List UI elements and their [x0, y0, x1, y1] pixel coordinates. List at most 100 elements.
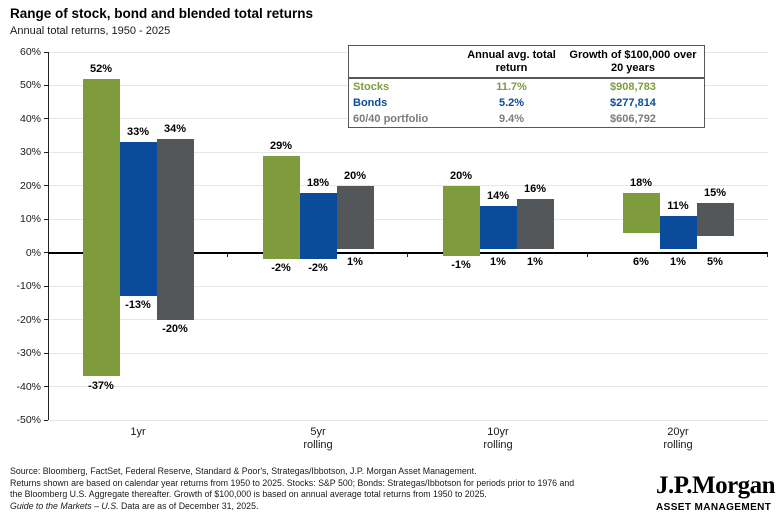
footnote-line-3: the Bloomberg U.S. Aggregate thereafter.… — [10, 489, 487, 500]
y-axis-label: -40% — [16, 380, 41, 393]
x-axis-zero-line — [48, 251, 768, 254]
range-bar-stocks — [82, 78, 120, 377]
y-axis-tick — [44, 151, 48, 153]
range-bar-60-40-portfolio — [336, 185, 374, 250]
stats-row-bonds: Bonds 5.2% $277,814 — [349, 95, 704, 111]
y-axis-tick — [44, 218, 48, 220]
range-bar-stocks — [622, 192, 660, 233]
footnote-line-4: Guide to the Markets – U.S. Data are as … — [10, 501, 655, 513]
range-bar-60-40-portfolio — [516, 199, 554, 250]
footnote-line-2: Returns shown are based on calendar year… — [10, 477, 575, 488]
stats-row-growth: $606,792 — [610, 112, 656, 125]
bar-max-label: 14% — [486, 189, 510, 202]
gridline — [48, 352, 768, 354]
jpmorgan-logo: J.P.Morgan ASSET MANAGEMENT — [656, 472, 776, 513]
range-bar-60-40-portfolio — [696, 202, 734, 236]
y-axis-label: -30% — [16, 347, 41, 360]
y-axis-tick — [44, 386, 48, 388]
bar-min-label: -1% — [451, 259, 471, 272]
bar-min-label: 1% — [347, 255, 363, 268]
y-axis-tick — [44, 51, 48, 53]
stats-row-avg: 5.2% — [498, 96, 525, 109]
bar-max-label: 52% — [89, 62, 113, 75]
bar-min-label: 1% — [670, 255, 686, 268]
y-axis-label: 60% — [19, 46, 41, 58]
y-axis-label: 50% — [19, 79, 41, 92]
y-axis-label: -50% — [16, 414, 41, 426]
range-bar-bonds — [119, 142, 157, 297]
range-bar-stocks — [262, 155, 300, 260]
bar-max-label: 20% — [449, 169, 473, 182]
bar-max-label: 33% — [126, 126, 150, 139]
stats-header-blank — [349, 49, 459, 75]
x-axis-tick — [767, 252, 768, 257]
gridline — [48, 386, 768, 388]
y-axis-label: 30% — [19, 146, 41, 159]
x-axis-category-label: 20yr rolling — [663, 426, 693, 451]
stats-header-annual-avg: Annual avg. total return — [467, 49, 556, 74]
gridline — [48, 185, 768, 187]
bar-min-label: -37% — [88, 379, 114, 392]
stats-row-stocks: Stocks 11.7% $908,783 — [349, 79, 704, 95]
x-axis-category-label: 5yr rolling — [303, 426, 333, 451]
page-subtitle: Annual total returns, 1950 - 2025 — [10, 25, 171, 37]
gridline — [48, 319, 768, 321]
y-axis-tick — [44, 118, 48, 120]
plot-area: 60% 50% 40% 30% 20% 10% 0% -10% -20% -30% -40% -50%… — [16, 46, 768, 451]
range-bar-60-40-portfolio — [156, 138, 194, 320]
bar-min-label: -2% — [271, 262, 291, 275]
bar-min-label: -20% — [162, 322, 188, 335]
x-axis-tick — [227, 252, 228, 257]
bar-min-label: -13% — [125, 299, 151, 312]
x-axis-tick — [407, 252, 408, 257]
bar-min-label: 6% — [633, 255, 649, 268]
stats-table-header: Annual avg. total return Growth of $100,… — [349, 46, 704, 79]
gridline — [48, 151, 768, 153]
y-axis-line — [48, 52, 49, 420]
asset-management-label: ASSET MANAGEMENT — [656, 502, 772, 513]
y-axis-label: 0% — [25, 246, 41, 259]
x-axis-category-label: 10yr rolling — [483, 426, 513, 451]
stats-row-growth: $908,783 — [610, 80, 656, 93]
footnote-line-1: Source: Bloomberg, FactSet, Federal Rese… — [10, 466, 477, 476]
stats-header-growth: Growth of $100,000 over 20 years — [569, 49, 697, 74]
stats-row-label: Stocks — [353, 80, 390, 93]
page-title: Range of stock, bond and blended total r… — [10, 6, 314, 21]
stats-row-avg: 9.4% — [498, 112, 525, 125]
y-axis-tick — [44, 185, 48, 187]
gridline — [48, 419, 768, 421]
range-bar-bonds — [659, 215, 697, 250]
bar-min-label: 1% — [490, 255, 506, 268]
y-axis-label: -10% — [16, 280, 41, 293]
bar-max-label: 15% — [703, 186, 727, 199]
stats-row-6040: 60/40 portfolio 9.4% $606,792 — [349, 111, 704, 127]
y-axis-tick — [44, 252, 48, 254]
y-axis-tick — [44, 319, 48, 321]
bar-min-label: 5% — [707, 255, 723, 268]
y-axis-label: 40% — [19, 112, 41, 125]
bar-max-label: 20% — [343, 169, 367, 182]
x-axis-tick — [587, 252, 588, 257]
bar-max-label: 29% — [269, 139, 293, 152]
bar-max-label: 18% — [306, 176, 330, 189]
y-axis-tick — [44, 419, 48, 421]
y-axis-tick — [44, 285, 48, 287]
bar-min-label: -2% — [308, 262, 328, 275]
x-axis-category-label: 1yr — [130, 426, 146, 438]
bar-min-label: 1% — [527, 255, 543, 268]
guide-to-markets-label: Guide to the Markets – U.S. — [10, 500, 119, 511]
range-bar-bonds — [299, 192, 337, 260]
y-axis-label: 20% — [19, 179, 41, 192]
source-footnote: Source: Bloomberg, FactSet, Federal Rese… — [10, 466, 655, 512]
y-axis-tick — [44, 352, 48, 354]
stats-table: Annual avg. total return Growth of $100,… — [348, 45, 705, 128]
gridline — [48, 218, 768, 220]
jpmorgan-brand-wordmark: J.P.Morgan — [656, 472, 776, 499]
data-as-of-label: Data are as of December 31, 2025. — [118, 500, 259, 511]
y-axis-label: -20% — [16, 313, 41, 326]
bar-max-label: 34% — [163, 122, 187, 135]
range-bar-stocks — [442, 185, 480, 257]
range-bar-bonds — [479, 205, 517, 250]
y-axis-tick — [44, 84, 48, 86]
stats-row-avg: 11.7% — [496, 80, 527, 93]
